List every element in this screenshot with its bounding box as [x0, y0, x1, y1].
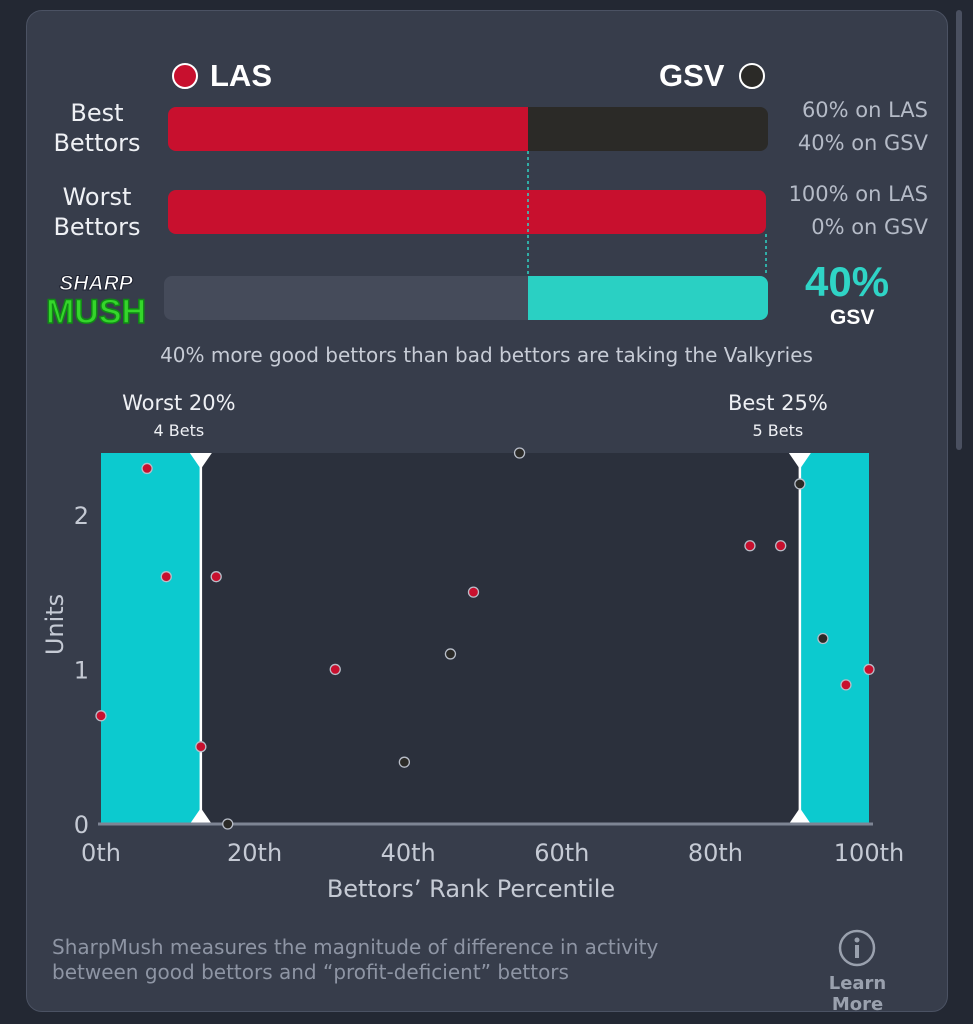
gsv-team-dot [739, 63, 765, 89]
y-tick-label-1: 1 [74, 656, 89, 684]
zone-band-1 [799, 453, 869, 824]
point-las-3 [195, 741, 207, 753]
footer-line-1: SharpMush measures the magnitude of diff… [52, 935, 659, 959]
worst-bettors-label: Worst Bettors [53, 183, 141, 241]
zone-handle-top-0 [189, 453, 212, 469]
worst-gsv-percent: 0% on GSV [811, 215, 928, 239]
x-tick-label-0: 0th [81, 839, 121, 867]
best-las-percent: 60% on LAS [801, 98, 928, 122]
x-tick-label-2: 40th [381, 839, 436, 867]
point-las-1 [141, 462, 153, 475]
best-gsv-percent: 40% on GSV [797, 131, 928, 155]
x-tick-label-5: 100th [834, 839, 904, 867]
point-las-7 [744, 540, 756, 552]
x-tick-label-1: 20th [227, 839, 282, 867]
zone-handle-bottom-0 [189, 808, 212, 824]
worst-bettors-las-bar [168, 190, 766, 234]
worst-bettors-stats: 100% on LAS 0% on GSV [789, 178, 928, 244]
point-gsv-2 [444, 648, 457, 660]
zone-handle-top-1 [788, 453, 811, 469]
sharpmush-summary: 40% more good bettors than bad bettors a… [160, 343, 813, 367]
point-gsv-4 [794, 478, 806, 490]
y-tick-label-2: 2 [74, 502, 89, 530]
point-gsv-0 [222, 818, 234, 830]
best-bettors-las-bar [168, 107, 528, 151]
share-connectors [527, 151, 767, 276]
point-las-9 [840, 679, 852, 691]
las-team-label: LAS [210, 58, 272, 93]
las-team-dot [172, 63, 198, 89]
zone-label-0: Worst 20% [122, 391, 236, 415]
sharpmush-logo: SHARP MUSH [45, 272, 147, 332]
plot-area [101, 453, 869, 824]
footer-line-2: between good bettors and “profit-deficie… [52, 960, 569, 984]
sharpmush-team: GSV [830, 306, 875, 329]
scrollbar[interactable] [956, 10, 964, 1014]
sharpmush-gsv-bar [528, 276, 768, 320]
point-las-8 [775, 540, 787, 552]
x-axis-title: Bettors’ Rank Percentile [327, 875, 615, 903]
info-icon [838, 929, 876, 967]
x-tick-label-4: 80th [688, 839, 743, 867]
zone-count-0: 4 Bets [153, 421, 204, 440]
point-gsv-1 [398, 756, 411, 768]
zone-count-1: 5 Bets [753, 421, 804, 440]
learn-more-button[interactable]: Learn More [800, 928, 915, 1015]
logo-mush-text: MUSH [46, 293, 146, 331]
point-las-6 [467, 586, 480, 598]
y-axis-title: Units [41, 594, 69, 655]
rank-percentile-chart: Worst 20% 4 Bets Best 25% 5 Bets 0th 20th 40th… [41, 391, 904, 903]
best-bettors-stats: 60% on LAS 40% on GSV [798, 94, 928, 160]
y-tick-label-0: 0 [74, 811, 89, 839]
zone-handle-bottom-1 [788, 808, 811, 824]
sharpmush-value: 40% [805, 258, 890, 305]
point-las-2 [160, 571, 172, 583]
point-las-10 [863, 663, 875, 676]
x-tick-label-3: 60th [534, 839, 589, 867]
worst-las-percent: 100% on LAS [788, 182, 928, 206]
best-bettors-label: Best Bettors [53, 99, 141, 157]
point-las-5 [329, 663, 341, 676]
learn-more-label: Learn More [828, 973, 887, 1015]
best-bettors-gsv-bar [528, 107, 768, 151]
point-las-4 [210, 571, 222, 583]
point-gsv-5 [817, 632, 829, 645]
logo-sharp-text: SHARP [59, 272, 134, 295]
point-las-0 [95, 710, 107, 722]
zone-label-1: Best 25% [728, 391, 828, 415]
gsv-team-label: GSV [659, 58, 725, 93]
zone-band-0 [101, 453, 201, 824]
scrollbar-thumb[interactable] [956, 10, 962, 450]
footer-description: SharpMush measures the magnitude of diff… [52, 935, 658, 985]
point-gsv-3 [513, 447, 526, 459]
